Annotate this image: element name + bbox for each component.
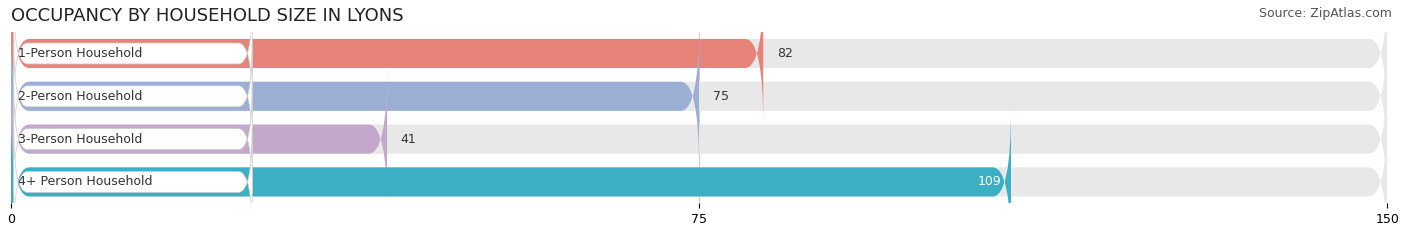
FancyBboxPatch shape bbox=[11, 0, 1388, 125]
FancyBboxPatch shape bbox=[14, 85, 252, 193]
FancyBboxPatch shape bbox=[11, 0, 763, 125]
FancyBboxPatch shape bbox=[14, 43, 252, 150]
Text: OCCUPANCY BY HOUSEHOLD SIZE IN LYONS: OCCUPANCY BY HOUSEHOLD SIZE IN LYONS bbox=[11, 7, 404, 25]
FancyBboxPatch shape bbox=[11, 111, 1388, 233]
FancyBboxPatch shape bbox=[11, 25, 1388, 167]
FancyBboxPatch shape bbox=[11, 68, 387, 210]
Text: 82: 82 bbox=[778, 47, 793, 60]
FancyBboxPatch shape bbox=[14, 128, 252, 233]
Text: 3-Person Household: 3-Person Household bbox=[18, 133, 142, 146]
Text: 1-Person Household: 1-Person Household bbox=[18, 47, 142, 60]
FancyBboxPatch shape bbox=[11, 111, 1011, 233]
Text: 2-Person Household: 2-Person Household bbox=[18, 90, 142, 103]
Text: 41: 41 bbox=[401, 133, 416, 146]
Text: 109: 109 bbox=[979, 175, 1002, 188]
Text: Source: ZipAtlas.com: Source: ZipAtlas.com bbox=[1258, 7, 1392, 20]
FancyBboxPatch shape bbox=[11, 25, 699, 167]
FancyBboxPatch shape bbox=[11, 68, 1388, 210]
Text: 75: 75 bbox=[713, 90, 728, 103]
Text: 4+ Person Household: 4+ Person Household bbox=[18, 175, 153, 188]
FancyBboxPatch shape bbox=[14, 0, 252, 107]
